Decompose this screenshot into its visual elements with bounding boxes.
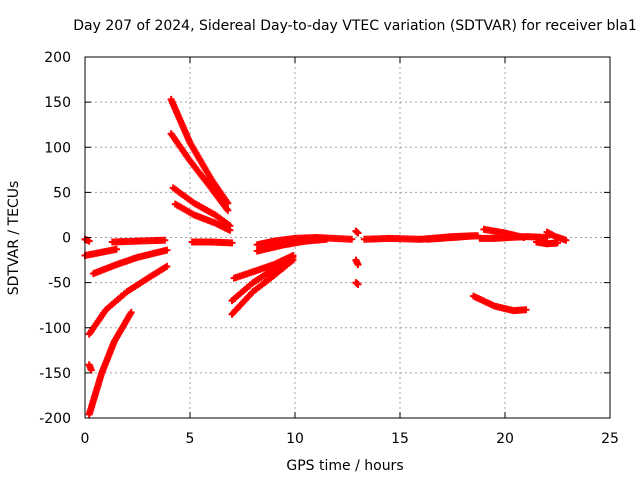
data-point [554,239,561,247]
data-point [161,236,169,244]
data-point [226,226,234,234]
data-point [562,236,570,244]
data-point [354,229,362,237]
axis-ticks: 0 5 10 15 20 25 -200 -150 -100 -50 0 50 100 150 200 [39,50,619,447]
x-tick-label: 25 [601,431,619,447]
data-point [228,239,236,247]
y-tick-label: 100 [44,140,71,156]
data-point [354,261,362,269]
y-tick-label: -200 [39,411,71,427]
x-tick-label: 10 [286,431,304,447]
y-tick-label: -50 [48,276,71,292]
data-point [348,235,356,243]
x-tick-label: 20 [496,431,514,447]
data-point [163,246,171,254]
data-point [224,206,232,214]
y-axis-label: SDTVAR / TECUs [6,181,22,296]
y-tick-label: 200 [44,50,71,66]
data-point [289,256,297,264]
data-point [127,308,135,316]
data-point [113,245,120,253]
x-tick-label: 5 [186,431,195,447]
chart-title: Day 207 of 2024, Sidereal Day-to-day VTE… [73,18,636,34]
y-tick-label: 50 [53,185,71,201]
x-tick-label: 15 [391,431,409,447]
y-tick-label: -100 [39,321,71,337]
data-point [520,234,528,241]
y-tick-label: -150 [39,366,71,382]
data-point [354,280,362,288]
data-point [163,262,171,270]
data-point [522,306,530,314]
data-point [323,235,330,243]
x-tick-label: 0 [81,431,90,447]
data-point [87,366,95,374]
y-tick-label: 150 [44,95,71,111]
y-tick-label: 0 [62,231,71,247]
data-point [85,237,93,245]
x-axis-label: GPS time / hours [286,458,403,474]
data-points [81,95,570,418]
